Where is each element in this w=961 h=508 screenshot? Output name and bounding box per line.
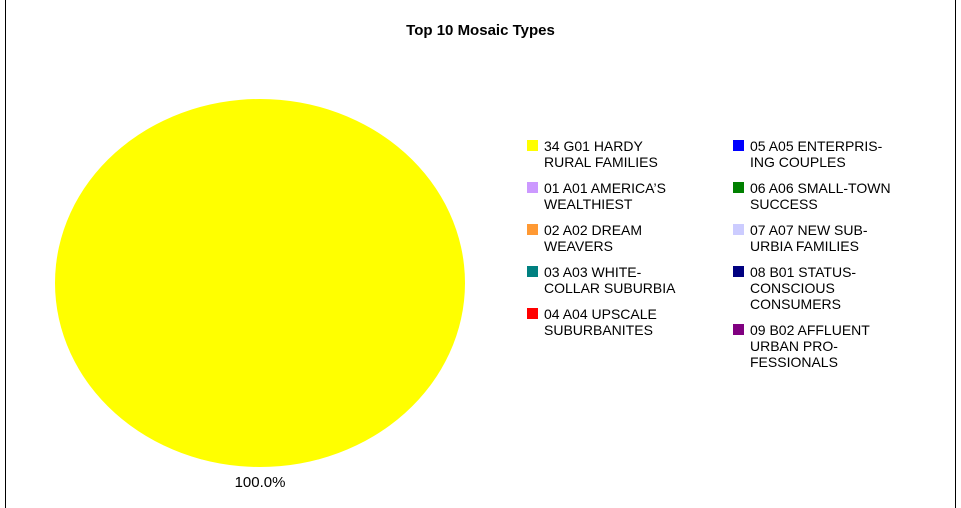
legend-label: 08 B01 STATUS- CONSCIOUS CONSUMERS <box>750 264 857 312</box>
legend-item: 02 A02 DREAM WEAVERS <box>527 222 642 254</box>
legend-item: 34 G01 HARDY RURAL FAMILIES <box>527 138 658 170</box>
legend-label: 03 A03 WHITE- COLLAR SUBURBIA <box>544 264 676 296</box>
legend-swatch <box>733 324 744 335</box>
legend-label: 05 A05 ENTERPRIS- ING COUPLES <box>750 138 883 170</box>
legend-item: 01 A01 AMERICA’S WEALTHIEST <box>527 180 666 212</box>
legend-label: 06 A06 SMALL-TOWN SUCCESS <box>750 180 891 212</box>
legend-swatch <box>527 308 538 319</box>
legend-swatch <box>527 266 538 277</box>
legend-swatch <box>733 182 744 193</box>
data-label: 100.0% <box>235 474 286 491</box>
legend-label: 34 G01 HARDY RURAL FAMILIES <box>544 138 658 170</box>
legend-swatch <box>527 182 538 193</box>
legend-item: 06 A06 SMALL-TOWN SUCCESS <box>733 180 891 212</box>
legend-label: 01 A01 AMERICA’S WEALTHIEST <box>544 180 666 212</box>
legend-swatch <box>527 140 538 151</box>
legend-swatch <box>733 266 744 277</box>
legend-swatch <box>733 224 744 235</box>
legend-swatch <box>733 140 744 151</box>
chart-title: Top 10 Mosaic Types <box>406 22 555 39</box>
legend-label: 04 A04 UPSCALE SUBURBANITES <box>544 306 657 338</box>
legend-label: 07 A07 NEW SUB- URBIA FAMILIES <box>750 222 868 254</box>
legend-item: 07 A07 NEW SUB- URBIA FAMILIES <box>733 222 868 254</box>
legend-label: 02 A02 DREAM WEAVERS <box>544 222 643 254</box>
legend-item: 04 A04 UPSCALE SUBURBANITES <box>527 306 657 338</box>
legend-item: 08 B01 STATUS- CONSCIOUS CONSUMERS <box>733 264 856 312</box>
legend-item: 09 B02 AFFLUENT URBAN PRO- FESSIONALS <box>733 322 870 370</box>
legend-item: 05 A05 ENTERPRIS- ING COUPLES <box>733 138 882 170</box>
legend-item: 03 A03 WHITE- COLLAR SUBURBIA <box>527 264 675 296</box>
pie-slice <box>55 99 465 467</box>
legend-swatch <box>527 224 538 235</box>
legend-label: 09 B02 AFFLUENT URBAN PRO- FESSIONALS <box>750 322 870 370</box>
